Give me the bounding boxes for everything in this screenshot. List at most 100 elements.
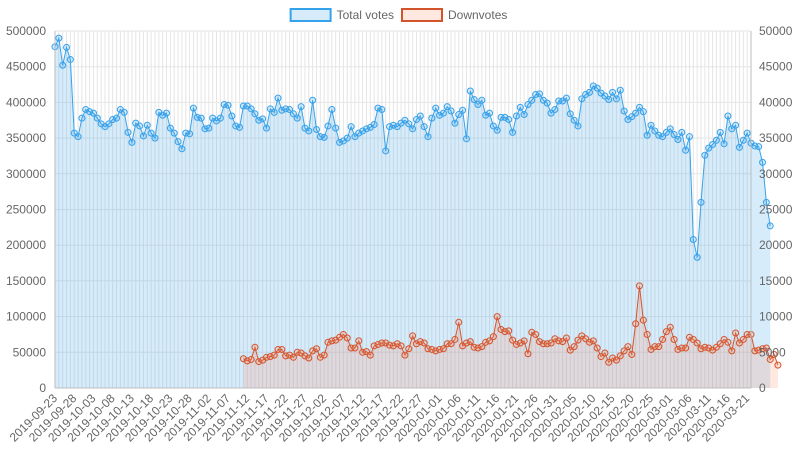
data-point-1 (728, 347, 736, 355)
data-point-1 (705, 344, 713, 352)
data-point-1 (320, 351, 328, 359)
y-left-tick-label: 0 (39, 381, 46, 395)
data-point-0 (436, 111, 444, 119)
data-point-1 (612, 356, 620, 364)
data-point-0 (166, 124, 174, 132)
data-point-0 (486, 109, 494, 117)
data-point-1 (301, 352, 309, 360)
data-point-1 (486, 337, 494, 345)
legend-item-0[interactable]: Total votes (289, 8, 394, 22)
data-point-0 (197, 114, 205, 122)
series-line-0 (54, 36, 771, 258)
data-point-0 (609, 88, 617, 96)
data-point-0 (174, 138, 182, 146)
series-area-0 (55, 38, 771, 388)
data-point-1 (366, 351, 374, 359)
data-point-0 (405, 120, 413, 128)
data-point-0 (128, 138, 136, 146)
y-right-tick-label: 45000 (759, 60, 793, 74)
data-point-0 (670, 131, 678, 139)
data-point-1 (482, 338, 490, 346)
legend[interactable]: Total votes Downvotes (289, 8, 508, 22)
data-point-0 (762, 198, 770, 206)
data-point-1 (524, 350, 532, 358)
data-point-0 (105, 120, 113, 128)
data-point-1 (451, 335, 459, 343)
data-point-0 (424, 133, 432, 141)
data-point-0 (93, 114, 101, 122)
data-point-1 (601, 349, 609, 357)
data-point-0 (332, 124, 340, 132)
data-point-0 (685, 133, 693, 141)
data-point-1 (316, 353, 324, 361)
data-point-0 (120, 108, 128, 116)
data-point-1 (401, 351, 409, 359)
data-point-0 (674, 136, 682, 144)
data-point-1 (505, 327, 513, 335)
data-point-1 (312, 345, 320, 353)
y-right-tick-label: 10000 (759, 310, 793, 324)
data-point-1 (493, 313, 501, 321)
data-point-0 (389, 121, 397, 129)
legend-item-1[interactable]: Downvotes (401, 8, 507, 22)
data-point-1 (428, 345, 436, 353)
data-point-0 (689, 235, 697, 243)
data-point-0 (320, 133, 328, 141)
data-point-1 (532, 330, 540, 338)
data-point-1 (397, 342, 405, 350)
data-point-0 (709, 141, 717, 149)
data-point-1 (270, 351, 278, 359)
data-point-0 (520, 111, 528, 119)
data-point-0 (163, 109, 171, 117)
data-point-1 (674, 345, 682, 353)
data-point-0 (305, 127, 313, 135)
series-area-1 (243, 285, 778, 388)
data-point-0 (528, 96, 536, 104)
data-point-0 (655, 131, 663, 139)
y-right-tick-label: 40000 (759, 95, 793, 109)
data-point-0 (170, 129, 178, 137)
data-point-0 (278, 106, 286, 114)
data-point-0 (743, 129, 751, 137)
data-point-0 (378, 106, 386, 114)
data-point-1 (420, 339, 428, 347)
data-point-0 (474, 101, 482, 109)
data-point-0 (232, 122, 240, 130)
data-point-0 (582, 91, 590, 99)
data-point-0 (274, 94, 282, 102)
data-point-0 (451, 119, 459, 127)
data-point-1 (278, 345, 286, 353)
data-point-1 (416, 338, 424, 346)
y-left-tick-label: 50000 (13, 345, 47, 359)
data-point-0 (666, 125, 674, 133)
data-point-0 (612, 95, 620, 103)
data-point-0 (324, 122, 332, 130)
data-point-0 (205, 124, 213, 132)
data-point-0 (143, 121, 151, 129)
data-point-0 (589, 82, 597, 90)
data-point-1 (624, 343, 632, 351)
data-point-0 (286, 106, 294, 114)
y-left-tick-label: 500000 (6, 24, 46, 38)
data-point-1 (589, 337, 597, 345)
data-point-1 (255, 358, 263, 366)
data-point-1 (732, 329, 740, 337)
data-point-0 (482, 111, 490, 119)
data-point-0 (443, 103, 451, 111)
data-point-1 (370, 342, 378, 350)
data-point-0 (82, 106, 90, 114)
data-point-1 (655, 343, 663, 351)
data-point-0 (416, 112, 424, 120)
data-point-1 (305, 354, 313, 362)
data-point-0 (66, 56, 74, 64)
data-point-1 (570, 343, 578, 351)
data-point-1 (528, 328, 536, 336)
data-point-0 (55, 34, 63, 42)
data-point-0 (766, 222, 774, 230)
data-point-0 (651, 127, 659, 135)
data-point-0 (189, 104, 197, 112)
data-point-0 (336, 138, 344, 146)
data-point-1 (635, 282, 643, 290)
data-point-1 (762, 344, 770, 352)
data-point-0 (186, 130, 194, 138)
